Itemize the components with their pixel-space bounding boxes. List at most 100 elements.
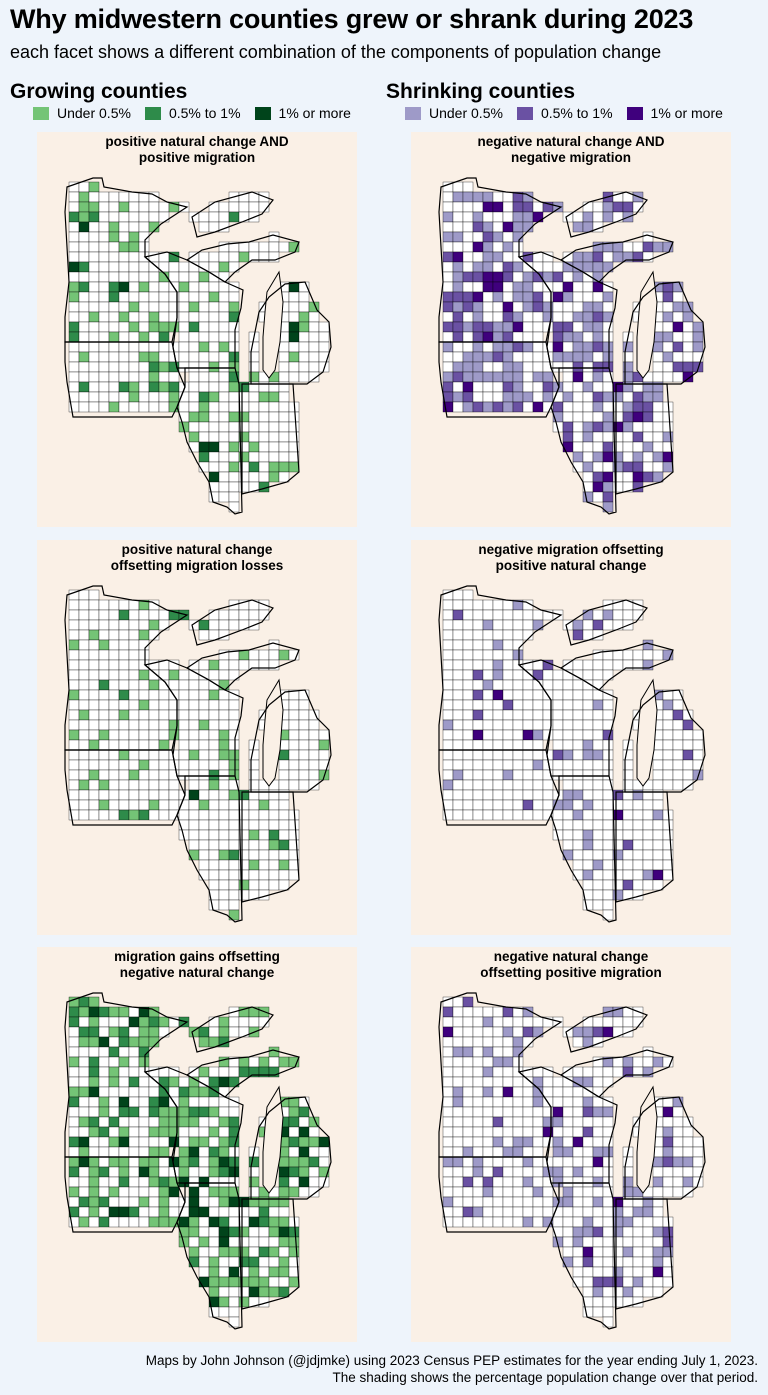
county xyxy=(188,341,200,353)
county xyxy=(602,491,614,503)
county xyxy=(78,1126,90,1138)
county xyxy=(462,729,474,741)
county xyxy=(148,1146,160,1158)
county xyxy=(472,231,484,243)
county xyxy=(462,1196,474,1208)
county xyxy=(462,609,474,621)
county xyxy=(582,689,594,701)
county xyxy=(128,361,140,373)
county xyxy=(662,779,674,791)
county xyxy=(602,331,614,343)
county xyxy=(452,1066,464,1078)
county xyxy=(88,1156,100,1168)
county xyxy=(188,689,200,701)
county xyxy=(218,659,230,671)
county xyxy=(482,639,494,651)
county xyxy=(472,659,484,671)
county xyxy=(642,839,654,851)
county xyxy=(98,211,110,223)
county xyxy=(298,311,310,323)
county xyxy=(118,191,130,203)
county xyxy=(108,1026,120,1038)
county xyxy=(278,351,290,363)
county xyxy=(592,261,604,273)
county xyxy=(492,381,504,393)
county xyxy=(452,1186,464,1198)
county xyxy=(612,1056,624,1068)
county xyxy=(632,809,644,821)
county xyxy=(582,281,594,293)
county xyxy=(482,1076,494,1088)
county xyxy=(188,291,200,303)
county xyxy=(592,1026,604,1038)
county xyxy=(278,451,290,463)
county xyxy=(118,1056,130,1068)
county xyxy=(452,996,464,1008)
county xyxy=(278,421,290,433)
county xyxy=(128,391,140,403)
county xyxy=(502,1176,514,1188)
county xyxy=(572,341,584,353)
county xyxy=(108,1166,120,1178)
county xyxy=(572,809,584,821)
county xyxy=(78,799,90,811)
county xyxy=(522,1156,534,1168)
county xyxy=(582,849,594,861)
county xyxy=(662,829,674,841)
county xyxy=(582,1076,594,1088)
county xyxy=(98,799,110,811)
county xyxy=(148,221,160,233)
county xyxy=(582,1276,594,1288)
county xyxy=(482,201,494,213)
county xyxy=(602,1316,614,1328)
county xyxy=(492,669,504,681)
county xyxy=(218,849,230,861)
county xyxy=(562,421,574,433)
county xyxy=(602,1106,614,1118)
county xyxy=(138,311,150,323)
county xyxy=(88,809,100,821)
county xyxy=(158,1096,170,1108)
county xyxy=(288,321,300,333)
county xyxy=(462,1106,474,1118)
county xyxy=(652,859,664,871)
county xyxy=(532,769,544,781)
county xyxy=(128,769,140,781)
county xyxy=(308,331,320,343)
county xyxy=(452,1206,464,1218)
county xyxy=(298,341,310,353)
county xyxy=(108,1106,120,1118)
county xyxy=(512,1116,524,1128)
county xyxy=(442,709,454,721)
county xyxy=(452,1076,464,1088)
county xyxy=(582,1126,594,1138)
county xyxy=(602,889,614,901)
county xyxy=(472,1036,484,1048)
county xyxy=(532,1126,544,1138)
county xyxy=(168,271,180,283)
county xyxy=(108,639,120,651)
county xyxy=(462,231,474,243)
county xyxy=(268,401,280,413)
county xyxy=(228,1246,240,1258)
state-outline xyxy=(438,1156,560,1233)
county xyxy=(208,401,220,413)
county xyxy=(88,1106,100,1118)
county xyxy=(512,619,524,631)
county xyxy=(602,1146,614,1158)
county xyxy=(228,441,240,453)
county xyxy=(178,679,190,691)
county xyxy=(218,719,230,731)
county xyxy=(258,869,270,881)
county xyxy=(542,1076,554,1088)
county xyxy=(128,1216,140,1228)
county xyxy=(218,669,230,681)
county xyxy=(572,759,584,771)
state-outline xyxy=(565,599,648,646)
county xyxy=(218,431,230,443)
county xyxy=(208,659,220,671)
county xyxy=(118,1116,130,1128)
county xyxy=(542,1196,554,1208)
county xyxy=(208,719,220,731)
county xyxy=(208,799,220,811)
